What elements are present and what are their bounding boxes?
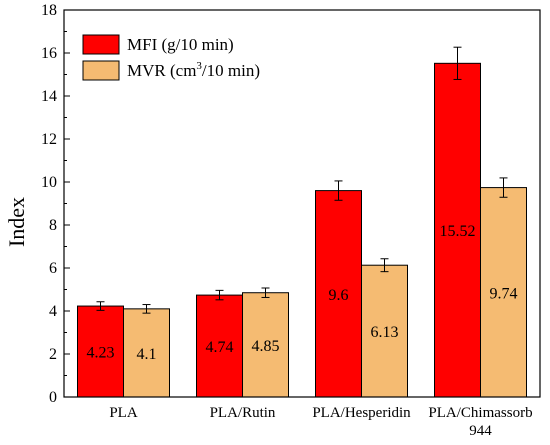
data-label-s0-c3: 15.52 bbox=[440, 223, 476, 240]
error-bars-group bbox=[96, 46, 508, 314]
x-tick-label-0-0: PLA bbox=[109, 405, 138, 421]
y-tick-label-2: 2 bbox=[49, 346, 57, 363]
bar-s0-c3 bbox=[434, 62, 481, 398]
data-label-s1-c2: 6.13 bbox=[371, 324, 399, 341]
legend-label-0: MFI (g/10 min) bbox=[127, 35, 234, 54]
bars-group bbox=[77, 62, 527, 398]
y-tick-label-16: 16 bbox=[41, 45, 57, 62]
y-tick-label-0: 0 bbox=[49, 389, 57, 406]
data-label-s1-c1: 4.85 bbox=[252, 338, 280, 355]
x-tick-label-1-0: PLA/Rutin bbox=[210, 405, 276, 421]
x-tick-label-3-1: 944 bbox=[469, 423, 492, 439]
bar-s1-c1 bbox=[242, 292, 289, 398]
legend-label-1: MVR (cm3/10 min) bbox=[127, 60, 260, 80]
axes-group: 0 2 4 6 8 10 12 14 16 18 PLA PLA/Rutin PLA/Hesperidi… bbox=[41, 2, 541, 439]
data-label-s1-c0: 4.1 bbox=[137, 346, 157, 363]
bar-s1-c3 bbox=[480, 187, 527, 398]
data-label-s0-c1: 4.74 bbox=[206, 339, 234, 356]
legend-swatch-1 bbox=[82, 60, 120, 81]
data-label-s1-c3: 9.74 bbox=[490, 285, 518, 302]
y-axis-title: Index bbox=[4, 197, 29, 247]
y-tick-label-8: 8 bbox=[49, 217, 57, 234]
y-tick-label-10: 10 bbox=[41, 174, 57, 191]
y-tick-label-4: 4 bbox=[49, 303, 57, 320]
data-labels-group: 4.23 4.74 9.6 15.52 4.1 4.85 6.13 9.74 bbox=[87, 223, 518, 363]
x-tick-label-2-0: PLA/Hesperidin bbox=[312, 405, 411, 421]
y-tick-label-6: 6 bbox=[49, 260, 57, 277]
data-label-s0-c0: 4.23 bbox=[87, 345, 115, 362]
y-tick-label-12: 12 bbox=[41, 131, 57, 148]
legend: MFI (g/10 min) MVR (cm3/10 min) bbox=[82, 34, 260, 81]
data-label-s0-c2: 9.6 bbox=[329, 287, 349, 304]
bar-s0-c0 bbox=[77, 305, 124, 398]
x-tick-label-3-0: PLA/Chimassorb bbox=[428, 405, 532, 421]
legend-swatch-0 bbox=[82, 34, 120, 55]
bar-s0-c1 bbox=[196, 294, 243, 398]
y-tick-label-14: 14 bbox=[41, 88, 57, 105]
y-tick-label-18: 18 bbox=[41, 2, 57, 19]
